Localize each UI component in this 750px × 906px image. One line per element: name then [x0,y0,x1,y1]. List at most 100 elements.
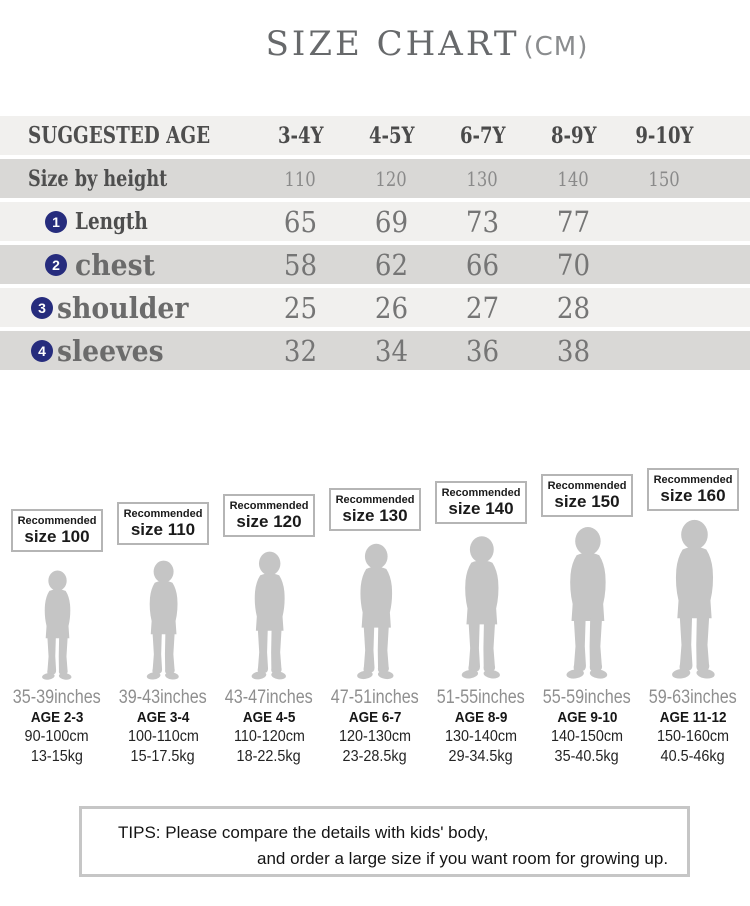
height-value: 140 [557,166,590,191]
figure-column-size-100: Recommended size 100 35-39inches AGE 2-3… [4,450,110,767]
kid-silhouette [33,570,80,682]
cm-range: 90-100cm [24,728,90,745]
age-range: AGE 9-10 [556,709,618,726]
inches-range: 47-51inches [330,687,420,708]
col-header-8-9y: 8-9Y [550,122,597,149]
kid-silhouette [241,551,296,682]
row-label-size-by-height: Size by height [28,165,168,192]
height-value: 110 [284,166,317,191]
table-row-chest: 2 chest 58 62 66 70 [0,245,750,284]
kg-range: 40.5-46kg [660,748,726,765]
cm-range: 110-120cm [233,728,305,745]
cm-range: 140-150cm [550,728,624,745]
size-figures-row: Recommended size 100 35-39inches AGE 2-3… [4,450,746,767]
table-row-shoulder: 3 shoulder 25 26 27 28 [0,288,750,327]
shoulder-value: 28 [556,290,591,325]
length-value: 73 [465,204,500,239]
figure-column-size-150: Recommended size 150 55-59inches AGE 9-1… [534,450,640,767]
kg-range: 23-28.5kg [342,748,408,765]
cm-range: 120-130cm [338,728,412,745]
age-range: AGE 11-12 [659,709,727,726]
number-badge-3: 3 [31,296,53,319]
page-title-unit: (CM) [523,32,589,62]
recommended-size-box: Recommended size 160 [646,468,740,511]
recommended-size-box: Recommended size 140 [434,481,528,524]
chest-value: 66 [465,247,500,282]
tips-line-1: TIPS: Please compare the details with ki… [118,823,489,842]
recommended-size-box: Recommended size 120 [222,494,316,537]
recommended-size: size 160 [660,486,726,505]
kg-range: 13-15kg [30,748,84,765]
table-row-sleeves: 4 sleeves 32 34 36 38 [0,331,750,370]
recommended-label: Recommended [441,487,521,499]
kg-range: 35-40.5kg [554,748,620,765]
figure-column-size-110: Recommended size 110 39-43inches AGE 3-4… [110,450,216,767]
table-row-size-by-height: Size by height 110 120 130 140 150 [0,159,750,198]
col-header-4-5y: 4-5Y [368,122,415,149]
shoulder-value: 26 [374,290,409,325]
recommended-size-box: Recommended size 100 [10,509,104,552]
age-range: AGE 6-7 [348,709,402,726]
recommended-size: size 110 [130,520,196,539]
cm-range: 100-110cm [127,728,199,745]
col-header-6-7y: 6-7Y [459,122,506,149]
size-chart-table: SUGGESTED AGE 3-4Y 4-5Y 6-7Y 8-9Y 9-10Y … [0,116,750,374]
kg-range: 18-22.5kg [236,748,302,765]
inches-range: 39-43inches [118,687,208,708]
row-label-chest: chest [75,247,155,282]
figure-column-size-160: Recommended size 160 59-63inches AGE 11-… [640,450,746,767]
kid-silhouette [554,526,619,682]
row-label-length: Length [75,208,148,235]
sleeves-value: 36 [465,333,500,368]
cm-range: 150-160cm [656,728,730,745]
recommended-size: size 150 [554,492,620,511]
kg-range: 15-17.5kg [130,748,196,765]
figure-column-size-140: Recommended size 140 51-55inches AGE 8-9… [428,450,534,767]
inches-range: 51-55inches [436,687,526,708]
recommended-size: size 100 [24,527,90,546]
shoulder-value: 25 [283,290,318,325]
length-value: 65 [283,204,318,239]
table-header-row: SUGGESTED AGE 3-4Y 4-5Y 6-7Y 8-9Y 9-10Y [0,116,750,155]
row-label-shoulder: shoulder [57,290,189,325]
sleeves-value: 38 [556,333,591,368]
inches-range: 55-59inches [542,687,632,708]
header-label: SUGGESTED AGE [28,122,211,149]
age-range: AGE 3-4 [136,709,190,726]
figure-column-size-130: Recommended size 130 47-51inches AGE 6-7… [322,450,428,767]
sleeves-value: 34 [374,333,409,368]
age-range: AGE 2-3 [30,709,84,726]
recommended-size-box: Recommended size 150 [540,474,634,517]
inches-range: 35-39inches [12,687,102,708]
recommended-size-box: Recommended size 130 [328,488,422,531]
cm-range: 130-140cm [444,728,518,745]
recommended-size: size 130 [342,506,408,525]
page-title: SIZE CHART (CM) [0,24,750,64]
recommended-label: Recommended [123,508,203,520]
tips-line-2: and order a large size if you want room … [257,849,669,868]
height-value: 120 [375,166,408,191]
number-badge-2: 2 [45,253,67,276]
height-value: 130 [466,166,499,191]
recommended-size-box: Recommended size 110 [116,502,210,545]
chest-value: 62 [374,247,409,282]
row-label-sleeves: sleeves [57,333,164,368]
kg-range: 29-34.5kg [448,748,514,765]
recommended-label: Recommended [335,494,415,506]
col-header-3-4y: 3-4Y [277,122,324,149]
inches-range: 59-63inches [648,687,738,708]
length-value: 69 [374,204,409,239]
kid-silhouette [659,519,727,682]
length-value: 77 [556,204,591,239]
col-header-9-10y: 9-10Y [635,122,694,149]
table-row-length: 1 Length 65 69 73 77 [0,202,750,241]
page-title-text: SIZE CHART [265,24,520,64]
height-value: 150 [648,166,681,191]
number-badge-1: 1 [45,210,67,233]
recommended-label: Recommended [653,474,733,486]
number-badge-4: 4 [31,339,53,362]
kid-silhouette [137,560,188,682]
recommended-label: Recommended [17,515,97,527]
shoulder-value: 27 [465,290,500,325]
kid-silhouette [450,535,511,682]
